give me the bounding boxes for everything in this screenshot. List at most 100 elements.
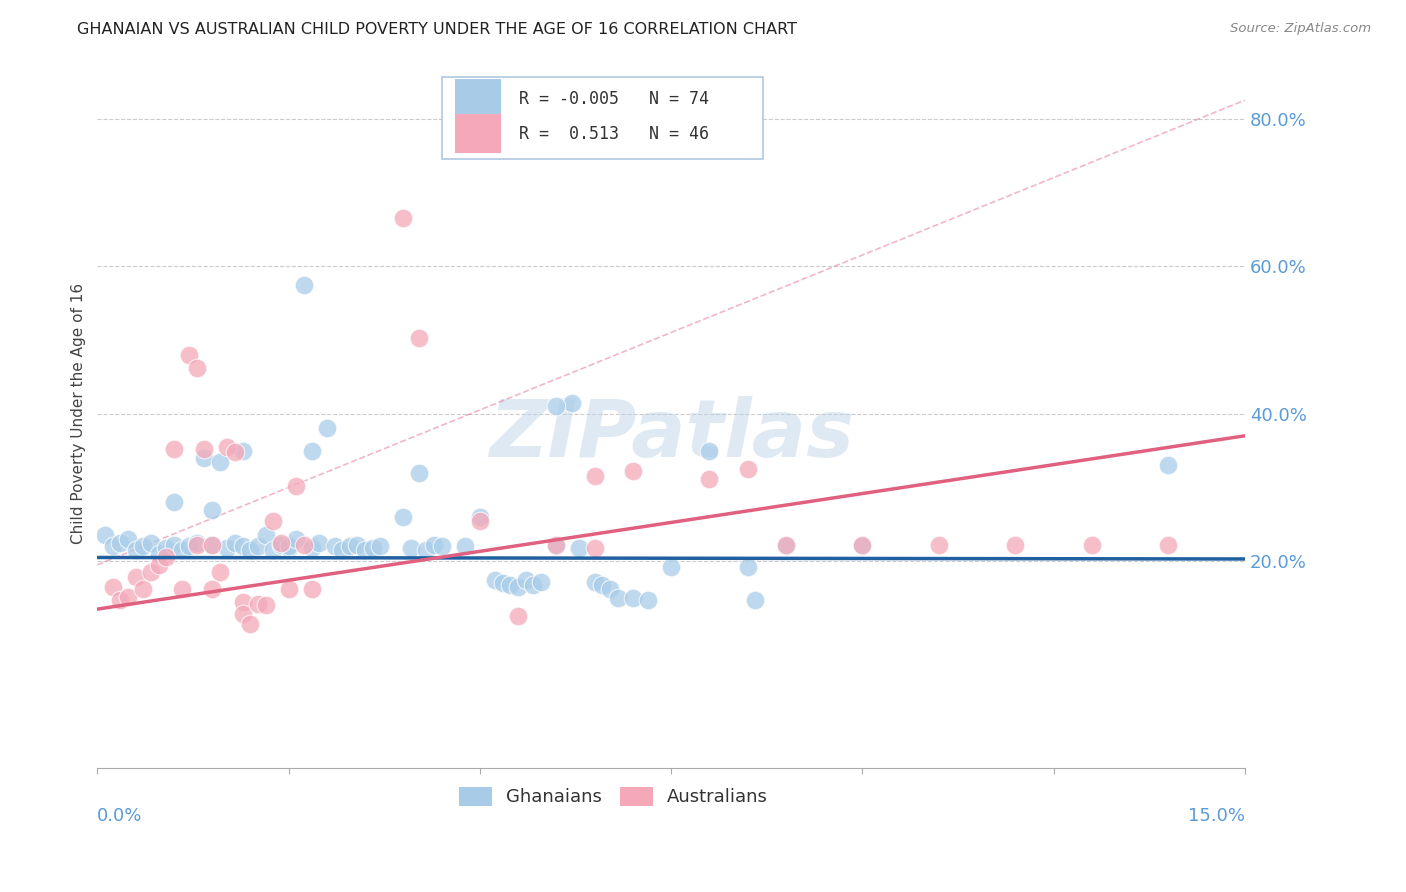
Point xyxy=(301,443,323,458)
Point xyxy=(699,472,721,486)
Point xyxy=(217,440,239,454)
Point xyxy=(285,532,308,546)
Point xyxy=(94,528,117,542)
Point xyxy=(139,566,162,580)
Point xyxy=(301,582,323,597)
FancyBboxPatch shape xyxy=(456,79,502,118)
Point xyxy=(239,543,262,558)
Point xyxy=(370,540,392,554)
Point xyxy=(744,592,766,607)
Point xyxy=(186,360,208,375)
Point xyxy=(232,607,254,622)
Point xyxy=(232,595,254,609)
Point xyxy=(110,592,132,607)
Point xyxy=(583,574,606,589)
Point xyxy=(232,443,254,458)
Point xyxy=(408,331,430,345)
Point xyxy=(330,543,353,558)
Point xyxy=(132,540,155,554)
Point xyxy=(155,550,177,565)
Point xyxy=(101,580,124,594)
Point xyxy=(621,591,644,605)
Point xyxy=(392,211,415,226)
Point xyxy=(277,540,299,554)
Point xyxy=(179,540,201,554)
Point xyxy=(247,597,270,611)
Point xyxy=(408,466,430,480)
Point xyxy=(346,538,368,552)
Text: R =  0.513   N = 46: R = 0.513 N = 46 xyxy=(519,125,709,143)
Point xyxy=(163,538,186,552)
Point xyxy=(468,514,491,528)
Point xyxy=(737,560,759,574)
FancyBboxPatch shape xyxy=(456,114,502,153)
Point xyxy=(546,538,568,552)
Point xyxy=(1004,538,1026,552)
Point xyxy=(262,543,284,558)
Point xyxy=(621,464,644,478)
Point xyxy=(699,443,721,458)
Point xyxy=(124,570,146,584)
Point xyxy=(239,616,262,631)
Point xyxy=(637,592,659,607)
Point xyxy=(492,576,515,591)
Point xyxy=(484,573,506,587)
Point xyxy=(217,541,239,555)
Point xyxy=(270,538,292,552)
Point xyxy=(201,538,224,552)
Point xyxy=(928,538,950,552)
Point xyxy=(561,395,583,409)
Point xyxy=(208,566,231,580)
Point xyxy=(568,541,591,555)
Point xyxy=(606,591,628,605)
Text: R = -0.005   N = 74: R = -0.005 N = 74 xyxy=(519,89,709,108)
Point xyxy=(522,578,544,592)
Point xyxy=(599,582,621,597)
Point xyxy=(737,462,759,476)
Point xyxy=(148,547,170,561)
Legend: Ghanaians, Australians: Ghanaians, Australians xyxy=(454,781,773,812)
Point xyxy=(254,599,277,613)
Text: GHANAIAN VS AUSTRALIAN CHILD POVERTY UNDER THE AGE OF 16 CORRELATION CHART: GHANAIAN VS AUSTRALIAN CHILD POVERTY UND… xyxy=(77,22,797,37)
Point xyxy=(354,543,377,558)
Point xyxy=(1157,538,1180,552)
Point xyxy=(254,528,277,542)
Point xyxy=(308,535,330,549)
Point xyxy=(201,502,224,516)
Point xyxy=(546,540,568,554)
Point xyxy=(179,348,201,362)
Point xyxy=(117,590,139,604)
Point xyxy=(315,421,337,435)
Point xyxy=(155,541,177,555)
Point xyxy=(285,479,308,493)
Point xyxy=(453,540,475,554)
Point xyxy=(277,541,299,555)
Point xyxy=(186,538,208,552)
FancyBboxPatch shape xyxy=(441,78,763,159)
Text: ZIPatlas: ZIPatlas xyxy=(489,396,853,474)
Point xyxy=(163,442,186,456)
Point xyxy=(508,609,530,624)
Point xyxy=(247,540,270,554)
Point xyxy=(163,495,186,509)
Point xyxy=(148,558,170,572)
Point xyxy=(392,510,415,524)
Point xyxy=(224,535,246,549)
Point xyxy=(110,535,132,549)
Point xyxy=(851,538,873,552)
Point xyxy=(583,469,606,483)
Point xyxy=(139,535,162,549)
Point xyxy=(224,445,246,459)
Point xyxy=(851,540,873,554)
Point xyxy=(430,540,453,554)
Point xyxy=(193,442,215,456)
Point xyxy=(292,277,315,292)
Point xyxy=(468,510,491,524)
Point xyxy=(132,582,155,597)
Text: Source: ZipAtlas.com: Source: ZipAtlas.com xyxy=(1230,22,1371,36)
Point xyxy=(591,578,613,592)
Point xyxy=(415,543,437,558)
Point xyxy=(530,574,553,589)
Point xyxy=(508,580,530,594)
Point xyxy=(277,582,299,597)
